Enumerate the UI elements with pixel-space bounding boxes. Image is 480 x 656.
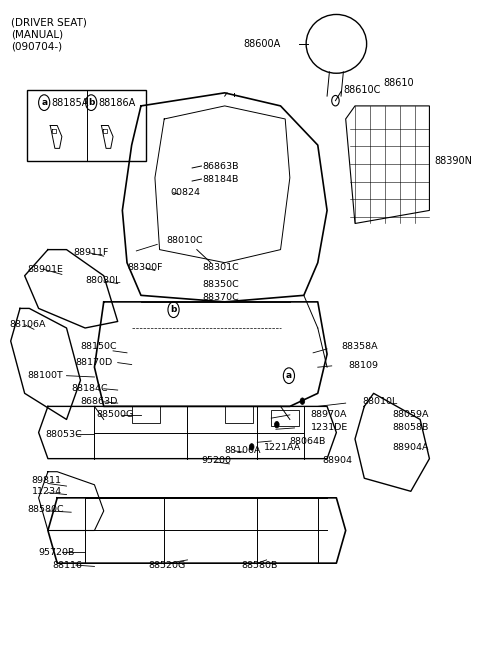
Text: 88010L: 88010L (362, 398, 397, 406)
Bar (132, 406, 159, 422)
Text: 88109: 88109 (348, 361, 378, 371)
Text: 86863D: 86863D (81, 398, 118, 406)
Text: 88358A: 88358A (341, 342, 378, 351)
Text: 88170D: 88170D (76, 358, 113, 367)
Text: 88610: 88610 (383, 78, 414, 88)
Text: 88904: 88904 (323, 456, 352, 465)
Text: 88520G: 88520G (148, 561, 185, 569)
Bar (225, 406, 252, 422)
Text: b: b (88, 98, 95, 107)
Text: 88010C: 88010C (167, 236, 203, 245)
Text: 88390N: 88390N (434, 156, 472, 167)
Circle shape (300, 398, 305, 405)
Text: 88301C: 88301C (203, 264, 239, 272)
Text: 86863B: 86863B (203, 161, 239, 171)
Text: 11234: 11234 (32, 487, 62, 496)
Text: a: a (41, 98, 47, 107)
Text: 1231DE: 1231DE (311, 423, 348, 432)
Text: 88058B: 88058B (392, 423, 429, 432)
Text: 88911F: 88911F (73, 249, 109, 257)
Text: 88904A: 88904A (392, 443, 429, 452)
Text: (090704-): (090704-) (11, 41, 62, 51)
Text: 88100T: 88100T (27, 371, 63, 380)
Text: 88185A: 88185A (52, 98, 89, 108)
Text: 88350C: 88350C (203, 279, 239, 289)
Text: 95720B: 95720B (38, 548, 75, 556)
Text: 88610C: 88610C (343, 85, 381, 94)
Text: 88186A: 88186A (98, 98, 136, 108)
Text: 88370C: 88370C (203, 293, 239, 302)
Text: 00824: 00824 (170, 188, 200, 197)
Text: 88970A: 88970A (311, 411, 348, 419)
Text: 88064B: 88064B (290, 436, 326, 445)
Circle shape (250, 443, 254, 450)
Text: 88580B: 88580B (241, 561, 277, 569)
Text: 88500G: 88500G (97, 411, 134, 419)
Text: 88300F: 88300F (127, 264, 163, 272)
Text: 88580C: 88580C (27, 505, 64, 514)
Text: (DRIVER SEAT): (DRIVER SEAT) (11, 18, 86, 28)
Text: 1221AA: 1221AA (264, 443, 301, 452)
Text: 88600A: 88600A (243, 39, 280, 49)
Bar (271, 409, 299, 426)
Circle shape (275, 421, 279, 428)
Text: 88901E: 88901E (27, 265, 63, 274)
Text: 89811: 89811 (32, 476, 61, 485)
Text: 88059A: 88059A (392, 411, 429, 419)
Text: 88106A: 88106A (225, 446, 261, 455)
Text: 88116: 88116 (53, 561, 83, 569)
Text: (MANUAL): (MANUAL) (11, 30, 63, 39)
Text: 88106A: 88106A (10, 320, 46, 329)
Text: 88030L: 88030L (85, 276, 120, 285)
Text: a: a (286, 371, 292, 380)
FancyBboxPatch shape (27, 90, 145, 161)
Text: 88150C: 88150C (81, 342, 117, 351)
Text: 88184B: 88184B (203, 174, 239, 184)
Text: 88184C: 88184C (71, 384, 108, 393)
Text: 95200: 95200 (202, 456, 231, 465)
Text: b: b (170, 305, 177, 314)
Text: 88053C: 88053C (46, 430, 83, 439)
